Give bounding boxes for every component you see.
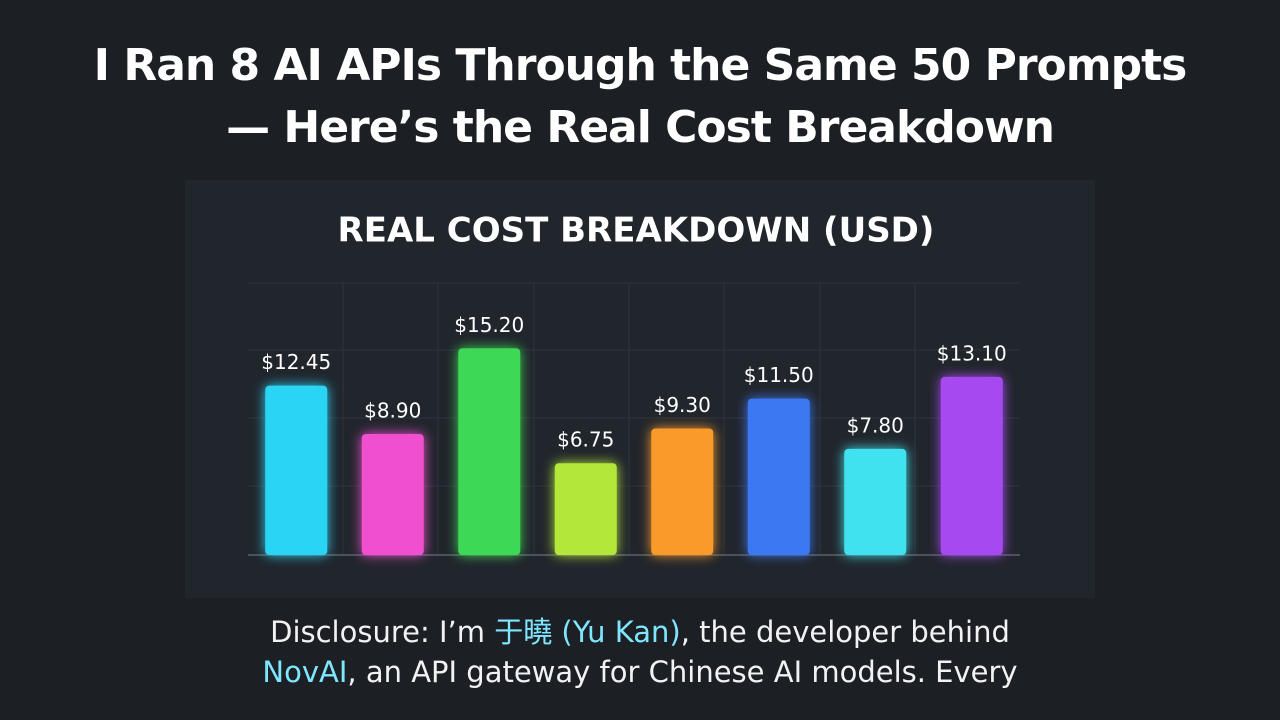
- text: , an API gateway for Chinese AI models. …: [347, 655, 1018, 689]
- bar: [554, 463, 617, 555]
- value-label: $9.30: [654, 393, 711, 417]
- bar: [844, 448, 907, 555]
- value-label: $7.80: [847, 413, 904, 437]
- disclosure-line: Disclosure: I’m 于曉 (Yu Kan), the develop…: [0, 612, 1280, 652]
- bar: [651, 428, 714, 555]
- value-label: $8.90: [364, 398, 421, 422]
- highlight-text: 于曉 (Yu Kan): [494, 615, 681, 649]
- page-title: — Here’s the Real Cost Breakdown: [226, 102, 1055, 153]
- chart-title: REAL COST BREAKDOWN (USD): [338, 211, 935, 251]
- bar: [361, 433, 424, 555]
- bar: [458, 348, 521, 555]
- page-title: I Ran 8 AI APIs Through the Same 50 Prom…: [93, 40, 1188, 91]
- chart: REAL COST BREAKDOWN (USD) $12.45 $8.90 $15…: [248, 210, 1020, 556]
- bar: [747, 398, 810, 555]
- value-label: $11.50: [744, 363, 814, 387]
- text: , the developer behind: [680, 615, 1010, 649]
- value-label: $13.10: [937, 341, 1007, 365]
- value-label: $15.20: [454, 313, 524, 337]
- value-label: $12.45: [261, 350, 331, 374]
- highlight-text: NovAI: [262, 655, 348, 689]
- disclosure: Disclosure: I’m 于曉 (Yu Kan), the develop…: [0, 612, 1280, 692]
- value-label: $6.75: [557, 428, 614, 452]
- text: Disclosure: I’m: [270, 615, 495, 649]
- bar: [940, 376, 1003, 555]
- bar: [265, 385, 328, 555]
- disclosure-line: NovAI, an API gateway for Chinese AI mod…: [0, 652, 1280, 692]
